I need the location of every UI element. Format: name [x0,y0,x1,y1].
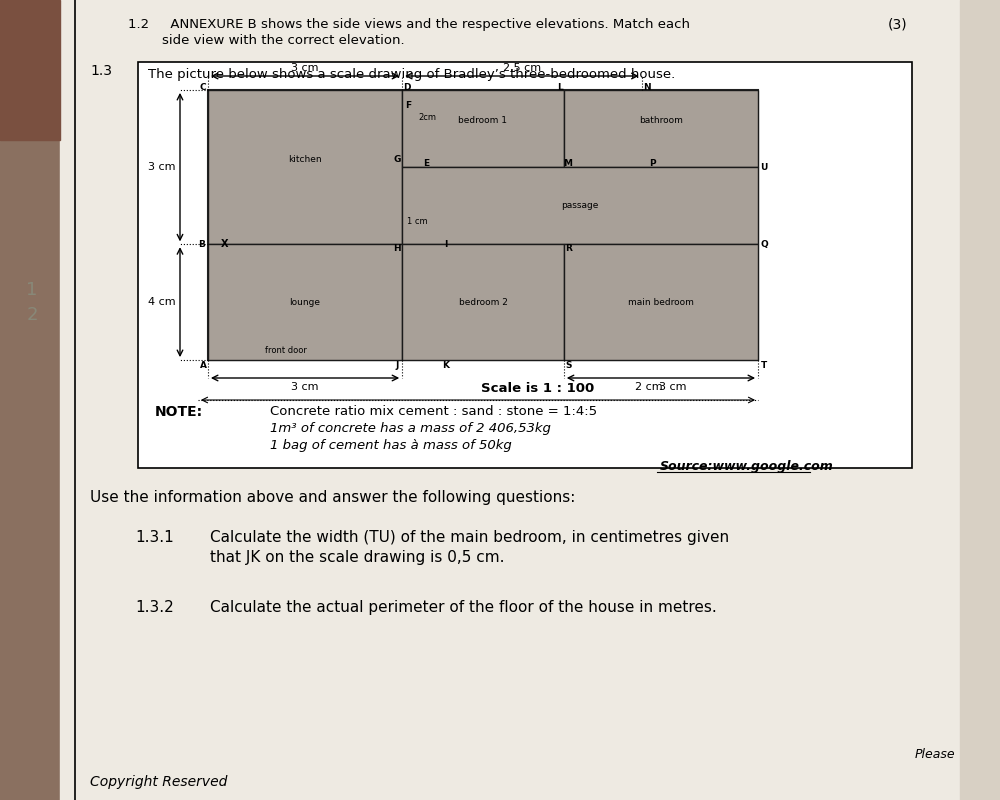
Text: 2: 2 [26,306,38,324]
Text: The picture below shows a scale drawing of Bradley’s three-bedroomed house.: The picture below shows a scale drawing … [148,68,675,81]
Text: bathroom: bathroom [639,116,683,126]
Text: D: D [403,83,411,93]
Text: bedroom 2: bedroom 2 [459,298,507,306]
Text: 1.3.1: 1.3.1 [135,530,174,545]
Bar [0,0,60,800]
Bar [960,0,1000,800]
Text: lounge: lounge [290,298,321,306]
Text: U: U [760,162,768,172]
Text: Copyright Reserved: Copyright Reserved [90,775,227,789]
Text: 2cm: 2cm [418,113,436,122]
Text: main bedroom: main bedroom [628,298,694,306]
Text: M: M [563,158,572,168]
Text: 3 cm: 3 cm [291,382,319,392]
Text: Concrete ratio mix cement : sand : stone = 1:4:5: Concrete ratio mix cement : sand : stone… [270,405,597,418]
Text: Q: Q [760,240,768,249]
Text: Source:www.google.com: Source:www.google.com [660,460,834,473]
Text: T: T [761,362,767,370]
Text: 2,5 cm: 2,5 cm [503,63,541,73]
Text: that JK on the scale drawing is 0,5 cm.: that JK on the scale drawing is 0,5 cm. [210,550,505,565]
Bar [564,90,758,167]
Bar [564,244,758,360]
Text: Calculate the actual perimeter of the floor of the house in metres.: Calculate the actual perimeter of the fl… [210,600,717,615]
Bar [402,244,564,360]
Text: 4 cm: 4 cm [148,297,176,307]
Text: E: E [423,158,430,168]
Text: F: F [405,101,411,110]
Text: Calculate the width (TU) of the main bedroom, in centimetres given: Calculate the width (TU) of the main bed… [210,530,729,545]
Text: J: J [395,362,399,370]
Text: 1: 1 [26,281,38,299]
Text: C: C [200,83,206,93]
Bar [402,167,758,244]
Text: 3 cm: 3 cm [148,162,176,172]
Text: 2 cm: 2 cm [635,382,663,392]
Text: R: R [565,244,572,253]
Bar [208,244,402,360]
Text: 3 cm: 3 cm [659,382,687,392]
Text: A: A [200,362,207,370]
Text: 1.2     ANNEXURE B shows the side views and the respective elevations. Match eac: 1.2 ANNEXURE B shows the side views and … [128,18,690,31]
Bar [138,62,912,468]
Bar [0,0,60,140]
Text: I: I [444,240,448,249]
Text: P: P [649,158,655,168]
Text: Scale is 1 : 100: Scale is 1 : 100 [481,382,595,395]
Text: 1 cm: 1 cm [407,217,428,226]
Text: 1.3: 1.3 [90,64,112,78]
Text: H: H [393,244,401,253]
Text: (3): (3) [888,18,908,32]
Text: S: S [566,362,572,370]
Text: K: K [442,362,449,370]
Text: passage: passage [561,202,599,210]
Text: Please: Please [914,748,955,761]
Bar [402,90,564,167]
Text: B: B [199,240,205,249]
Text: Use the information above and answer the following questions:: Use the information above and answer the… [90,490,575,505]
Text: NOTE:: NOTE: [155,405,203,419]
Text: 3 cm: 3 cm [291,63,319,73]
Text: N: N [643,83,650,93]
Text: 1 bag of cement has à mass of 50kg: 1 bag of cement has à mass of 50kg [270,439,512,452]
Text: G: G [393,154,401,164]
Text: front door: front door [265,346,307,355]
Bar [208,90,758,360]
Text: L: L [557,83,563,93]
Text: X: X [220,239,228,250]
Text: kitchen: kitchen [288,155,322,164]
Text: side view with the correct elevation.: side view with the correct elevation. [128,34,405,47]
Text: 1.3.2: 1.3.2 [135,600,174,615]
Text: 1m³ of concrete has a mass of 2 406,53kg: 1m³ of concrete has a mass of 2 406,53kg [270,422,551,435]
Text: bedroom 1: bedroom 1 [458,116,508,126]
Bar [208,90,402,244]
